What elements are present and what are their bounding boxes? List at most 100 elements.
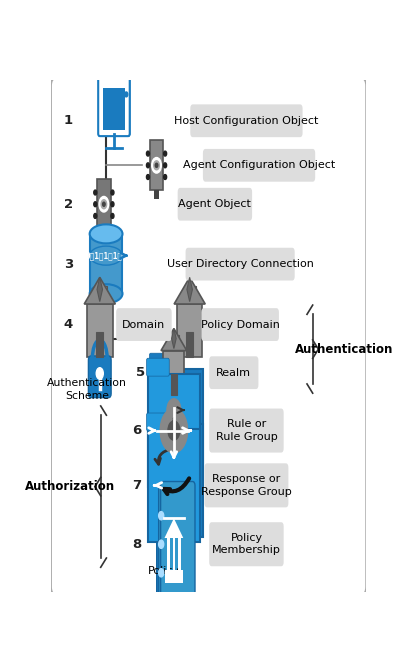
FancyBboxPatch shape (173, 537, 175, 570)
Circle shape (99, 196, 109, 212)
FancyBboxPatch shape (209, 522, 284, 567)
Polygon shape (164, 518, 183, 538)
Text: Authentication
Scheme: Authentication Scheme (47, 378, 127, 401)
FancyBboxPatch shape (186, 332, 193, 357)
FancyBboxPatch shape (159, 483, 193, 600)
Text: Policy
Membership: Policy Membership (212, 533, 281, 555)
Text: Response or
Response Group: Response or Response Group (201, 474, 292, 497)
Text: 7: 7 (132, 479, 141, 492)
Text: Rule or
Rule Group: Rule or Rule Group (216, 420, 277, 442)
FancyBboxPatch shape (193, 285, 197, 304)
FancyBboxPatch shape (90, 234, 123, 294)
Text: Realm: Realm (217, 368, 251, 378)
Circle shape (164, 163, 166, 168)
Circle shape (159, 511, 164, 520)
Circle shape (167, 399, 181, 422)
FancyBboxPatch shape (147, 358, 169, 376)
Text: 3: 3 (63, 257, 73, 271)
FancyBboxPatch shape (151, 369, 203, 482)
Text: Domain: Domain (122, 320, 166, 330)
Polygon shape (172, 329, 176, 348)
Circle shape (154, 161, 159, 170)
FancyBboxPatch shape (203, 149, 315, 182)
Text: Host Configuration Object: Host Configuration Object (174, 116, 319, 126)
FancyBboxPatch shape (98, 76, 130, 136)
Circle shape (147, 151, 149, 156)
FancyBboxPatch shape (51, 78, 366, 595)
FancyBboxPatch shape (116, 308, 172, 341)
FancyBboxPatch shape (163, 350, 184, 395)
FancyBboxPatch shape (161, 481, 195, 598)
Text: Authentication: Authentication (295, 342, 394, 356)
Text: Agent Object: Agent Object (178, 200, 252, 209)
FancyBboxPatch shape (87, 304, 113, 357)
Text: User Directory Connection: User Directory Connection (167, 259, 313, 269)
Text: Policy Domain: Policy Domain (201, 320, 280, 330)
Ellipse shape (90, 246, 123, 265)
FancyBboxPatch shape (176, 335, 179, 350)
FancyBboxPatch shape (209, 356, 258, 389)
Text: 2: 2 (63, 198, 73, 211)
Ellipse shape (90, 224, 123, 243)
Circle shape (155, 164, 158, 168)
FancyBboxPatch shape (149, 353, 172, 371)
Circle shape (94, 201, 97, 207)
FancyBboxPatch shape (178, 188, 252, 221)
Circle shape (168, 421, 180, 440)
FancyBboxPatch shape (149, 408, 172, 426)
Text: 6: 6 (132, 424, 141, 437)
Circle shape (111, 190, 114, 195)
FancyBboxPatch shape (178, 537, 181, 570)
FancyBboxPatch shape (171, 374, 177, 395)
Polygon shape (187, 277, 193, 302)
Circle shape (159, 569, 164, 577)
FancyBboxPatch shape (177, 304, 202, 357)
Circle shape (159, 540, 164, 549)
Circle shape (147, 163, 149, 168)
Circle shape (152, 158, 161, 173)
FancyBboxPatch shape (147, 413, 169, 431)
Ellipse shape (90, 284, 123, 303)
Circle shape (125, 92, 128, 97)
FancyBboxPatch shape (151, 424, 203, 537)
Circle shape (111, 201, 114, 207)
FancyBboxPatch shape (104, 76, 130, 136)
FancyBboxPatch shape (167, 537, 170, 570)
Text: Policy: Policy (149, 567, 180, 577)
Text: 0​1​1​1​0: 0​1​1​1​0 (85, 251, 127, 260)
Circle shape (147, 175, 149, 180)
FancyBboxPatch shape (204, 464, 289, 507)
FancyBboxPatch shape (148, 429, 200, 542)
FancyBboxPatch shape (96, 332, 103, 357)
Circle shape (164, 151, 166, 156)
Circle shape (96, 368, 103, 379)
Circle shape (160, 408, 188, 453)
Circle shape (94, 213, 97, 218)
FancyBboxPatch shape (88, 356, 111, 398)
FancyBboxPatch shape (165, 570, 183, 583)
Circle shape (94, 190, 97, 195)
FancyBboxPatch shape (150, 140, 164, 190)
FancyBboxPatch shape (154, 190, 159, 199)
FancyBboxPatch shape (103, 285, 107, 304)
FancyBboxPatch shape (209, 408, 284, 453)
Text: Authorization: Authorization (25, 480, 115, 493)
Circle shape (101, 200, 107, 209)
FancyBboxPatch shape (103, 88, 125, 130)
FancyBboxPatch shape (201, 308, 279, 341)
Text: 8: 8 (132, 538, 141, 551)
Text: 4: 4 (63, 318, 73, 331)
Circle shape (103, 202, 105, 206)
FancyBboxPatch shape (101, 229, 106, 237)
FancyBboxPatch shape (97, 179, 111, 229)
Polygon shape (97, 277, 103, 302)
FancyBboxPatch shape (190, 104, 302, 137)
Circle shape (164, 175, 166, 180)
Text: 5: 5 (136, 366, 145, 379)
Text: Agent Configuration Object: Agent Configuration Object (183, 160, 335, 170)
Polygon shape (161, 329, 187, 350)
Circle shape (111, 213, 114, 218)
FancyBboxPatch shape (157, 485, 191, 602)
FancyBboxPatch shape (186, 248, 295, 281)
Polygon shape (174, 277, 205, 304)
